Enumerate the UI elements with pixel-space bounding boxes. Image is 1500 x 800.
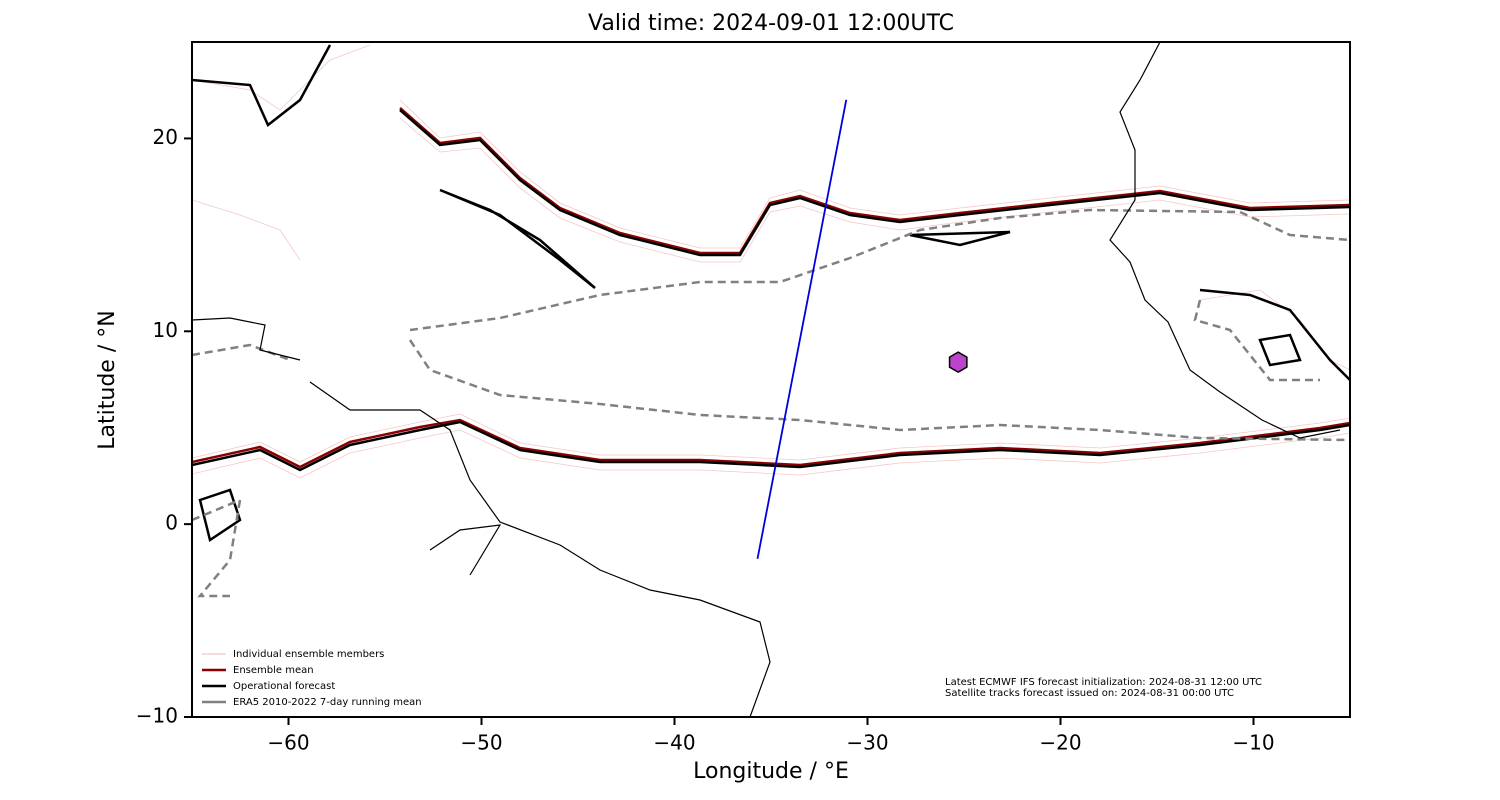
annotation: Latest ECMWF IFS forecast initialization…: [945, 677, 1262, 688]
ensemble-members: [192, 44, 1350, 479]
x-tick-label: −60: [267, 731, 309, 755]
ensemble-mean-north: [399, 107, 1350, 255]
plot-frame: [191, 41, 1351, 718]
annotation: Satellite tracks forecast issued on: 202…: [945, 688, 1234, 699]
operational-north: [399, 109, 1350, 257]
ensemble-mean-south: [192, 418, 1350, 469]
y-tick-label: 20: [153, 125, 178, 149]
x-axis-label: Longitude / °E: [693, 759, 849, 784]
chart-title: Valid time: 2024-09-01 12:00UTC: [588, 11, 954, 36]
legend-label: Operational forecast: [233, 681, 335, 692]
x-tick-label: −30: [846, 731, 888, 755]
x-tick-label: −50: [460, 731, 502, 755]
era5-mean: [192, 208, 1350, 598]
x-tick-label: −20: [1039, 731, 1081, 755]
y-tick-label: −10: [136, 704, 178, 728]
legend-label: ERA5 2010-2022 7-day running mean: [233, 697, 422, 708]
satellite-track: [756, 99, 848, 560]
map-layers: [192, 42, 1350, 717]
legend-label: Individual ensemble members: [233, 649, 384, 660]
y-axis-label: Latitude / °N: [95, 310, 120, 449]
legend-label: Ensemble mean: [233, 665, 314, 676]
y-tick-label: 0: [165, 511, 178, 535]
y-tick-label: 10: [153, 318, 178, 342]
coastline: [192, 42, 1341, 717]
location-marker: [948, 351, 968, 374]
x-tick-label: −10: [1232, 731, 1274, 755]
operational-features: [192, 44, 1350, 543]
x-tick-label: −40: [653, 731, 695, 755]
operational-south: [192, 420, 1350, 472]
